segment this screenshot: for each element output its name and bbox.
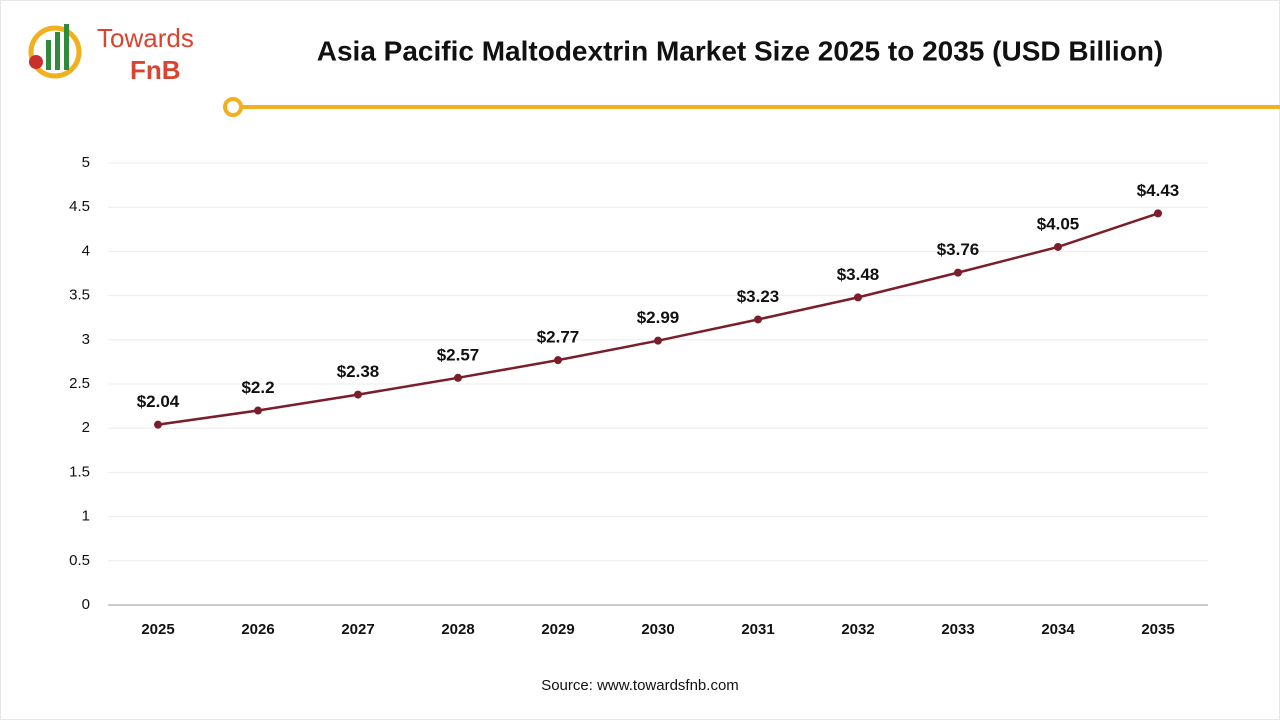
y-tick-label: 3	[82, 331, 90, 348]
point	[1154, 209, 1162, 218]
point	[954, 268, 962, 277]
point	[654, 336, 662, 345]
data-label: $2.38	[337, 362, 380, 381]
point	[854, 293, 862, 302]
y-tick-label: 5	[82, 154, 90, 171]
data-label: $4.43	[1137, 181, 1180, 200]
data-label: $2.04	[137, 392, 180, 411]
data-label: $2.99	[637, 308, 680, 327]
y-tick-label: 0	[82, 596, 90, 613]
point	[754, 315, 762, 324]
x-tick-label: 2035	[1141, 621, 1174, 638]
y-tick-label: 4	[82, 242, 90, 259]
logo: Towards FnB	[28, 23, 194, 85]
data-label: $4.05	[1037, 214, 1080, 233]
y-tick-label: 1	[82, 508, 90, 525]
chart-title: Asia Pacific Maltodextrin Market Size 20…	[317, 35, 1164, 66]
logo-bar	[64, 24, 69, 70]
y-tick-label: 3.5	[69, 287, 90, 304]
logo-bar	[55, 32, 60, 70]
point	[554, 356, 562, 365]
logo-dot	[29, 55, 43, 69]
data-label: $3.23	[737, 287, 780, 306]
x-tick-label: 2034	[1041, 621, 1075, 638]
logo-text: FnB	[130, 55, 181, 85]
data-label: $2.57	[437, 345, 480, 364]
x-tick-label: 2031	[741, 621, 774, 638]
data-label: $2.2	[241, 378, 274, 397]
y-tick-label: 1.5	[69, 463, 90, 480]
point	[254, 406, 262, 415]
x-tick-label: 2030	[641, 621, 674, 638]
logo-text: Towards	[97, 23, 194, 53]
x-tick-label: 2033	[941, 621, 974, 638]
y-tick-label: 2	[82, 419, 90, 436]
logo-ring	[28, 25, 82, 79]
data-label: $3.76	[937, 240, 980, 259]
y-tick-label: 0.5	[69, 552, 90, 569]
point	[454, 373, 462, 382]
data-label: $2.77	[537, 328, 580, 347]
point	[1054, 242, 1062, 251]
x-tick-label: 2026	[241, 621, 274, 638]
x-tick-label: 2029	[541, 621, 574, 638]
x-tick-label: 2032	[841, 621, 874, 638]
point	[154, 420, 162, 429]
y-tick-label: 2.5	[69, 375, 90, 392]
y-tick-label: 4.5	[69, 198, 90, 215]
logo-bar	[46, 40, 51, 70]
point	[354, 390, 362, 399]
source: Source: www.towardsfnb.com	[541, 677, 739, 694]
x-tick-label: 2027	[341, 621, 374, 638]
divider-knob	[223, 97, 243, 117]
x-tick-label: 2028	[441, 621, 474, 638]
data-label: $3.48	[837, 265, 880, 284]
x-tick-label: 2025	[141, 621, 174, 638]
